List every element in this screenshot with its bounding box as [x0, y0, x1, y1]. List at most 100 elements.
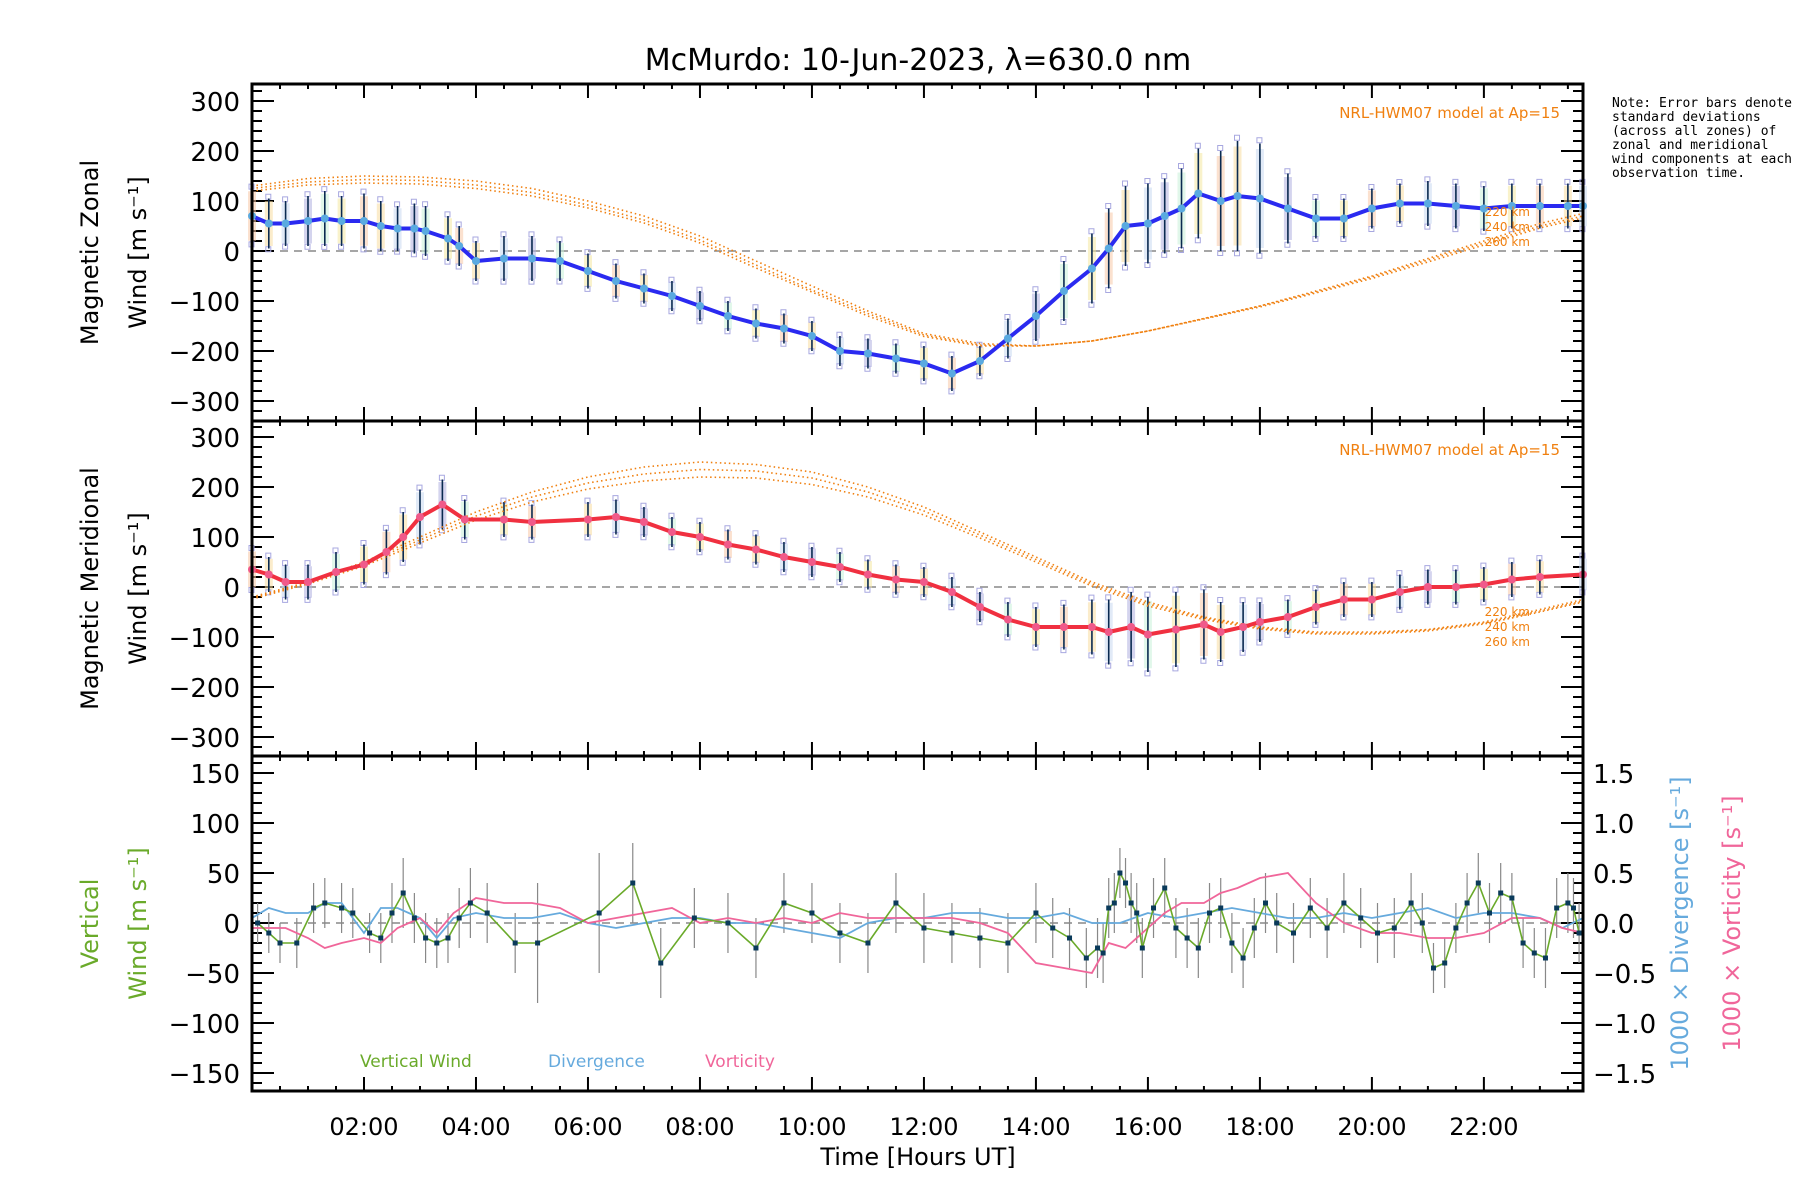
data-point — [611, 277, 620, 285]
panel-frame — [250, 754, 1585, 1093]
data-point — [1565, 900, 1571, 906]
data-point — [1031, 312, 1040, 320]
data-point — [1283, 613, 1292, 621]
data-point — [421, 227, 430, 235]
data-point — [1479, 204, 1488, 213]
data-point — [1542, 955, 1548, 961]
data-point — [1111, 900, 1117, 906]
data-point — [484, 910, 490, 916]
data-point — [1531, 950, 1537, 956]
data-point — [456, 915, 462, 921]
zone-marker — [1172, 586, 1179, 593]
data-point — [1291, 930, 1297, 936]
y2-tick-label: −1.0 — [1593, 1010, 1656, 1040]
data-point — [1087, 623, 1096, 631]
data-point — [1520, 940, 1526, 946]
y-tick-label: −300 — [169, 388, 240, 418]
data-point — [350, 910, 356, 916]
y-tick-label: −200 — [169, 338, 240, 368]
data-point — [1251, 925, 1257, 931]
data-point — [695, 302, 704, 310]
model-curve-240km — [251, 468, 1584, 634]
x-axis-label: Time [Hours UT] — [819, 1143, 1015, 1171]
data-point — [1324, 925, 1330, 931]
x-tick-label: 02:00 — [329, 1113, 398, 1141]
data-point — [947, 588, 956, 596]
data-point — [499, 515, 508, 524]
y-tick-label: 200 — [190, 138, 240, 168]
data-point — [399, 533, 408, 541]
vertical-wind-line — [257, 870, 1580, 970]
data-point — [1535, 573, 1544, 581]
zone-marker — [1060, 256, 1067, 262]
panel-vertical: 150 100 50 0 −50 −100 −150 Vertical Wind [m s⁻¹]… — [76, 754, 1746, 1171]
data-point — [499, 254, 508, 263]
data-point — [303, 217, 312, 225]
data-point — [630, 880, 636, 886]
data-point — [639, 518, 648, 526]
data-point — [723, 540, 732, 549]
data-point — [1311, 603, 1320, 611]
y-tick-label: 100 — [190, 188, 240, 218]
data-point — [1218, 905, 1224, 911]
y-tick-label: 150 — [190, 760, 240, 790]
y-axis-label-line2: Wind [m s⁻¹] — [124, 176, 152, 328]
data-point — [667, 528, 676, 536]
data-point — [1173, 925, 1179, 931]
data-point — [555, 257, 564, 265]
y-axis-label-line2: Wind [m s⁻¹] — [124, 512, 152, 664]
data-point — [1358, 915, 1364, 921]
data-point — [1134, 910, 1140, 916]
y2-tick-label: −0.5 — [1593, 960, 1656, 990]
data-point — [1229, 940, 1235, 946]
data-point — [1479, 580, 1488, 589]
legend-divergence: Divergence — [548, 1052, 645, 1072]
model-label: NRL-HWM07 model at Ap=15 — [1339, 441, 1560, 459]
model-curve-220km — [251, 461, 1584, 633]
data-point — [322, 900, 328, 906]
data-point — [583, 515, 592, 524]
y-axis-label-line1: Magnetic Zonal — [76, 160, 104, 345]
data-point — [893, 900, 899, 906]
data-point — [1128, 900, 1134, 906]
data-point — [1239, 623, 1248, 631]
altitude-label: 240 km — [1485, 220, 1530, 234]
data-point — [1005, 940, 1011, 946]
data-point — [303, 578, 312, 586]
zone-marker — [1194, 142, 1201, 149]
data-point — [1563, 202, 1572, 210]
y-tick-label: −200 — [169, 674, 240, 704]
data-point — [639, 284, 648, 293]
data-point — [921, 925, 927, 931]
zone-marker — [1144, 178, 1151, 184]
data-point — [751, 545, 760, 554]
data-point — [1255, 194, 1264, 203]
y2-tick-label: 0.5 — [1593, 860, 1634, 890]
data-point — [835, 563, 844, 571]
data-point — [1442, 960, 1448, 966]
data-point — [512, 940, 518, 946]
data-point — [1139, 945, 1145, 951]
data-point — [865, 940, 871, 946]
y-tick-label: 50 — [207, 860, 240, 890]
data-point — [1195, 945, 1201, 951]
data-point — [596, 910, 602, 916]
zone-marker — [1105, 203, 1112, 209]
data-point — [1059, 623, 1068, 631]
y2-tick-label: 1.0 — [1593, 810, 1634, 840]
data-point — [411, 915, 417, 921]
y2-axis-label-divergence: 1000 × Divergence [s⁻¹] — [1666, 776, 1694, 1070]
data-point — [919, 578, 928, 586]
data-point — [975, 603, 984, 611]
zone-marker — [360, 188, 367, 195]
data-point — [1283, 204, 1292, 213]
data-point — [266, 930, 272, 936]
data-point — [1207, 910, 1213, 916]
data-point — [753, 945, 759, 951]
data-point — [1395, 199, 1404, 208]
y-tick-label: −300 — [169, 724, 240, 754]
data-point — [1339, 595, 1348, 604]
zone-marker — [321, 186, 328, 193]
data-point — [535, 940, 541, 946]
data-point — [1255, 618, 1264, 626]
